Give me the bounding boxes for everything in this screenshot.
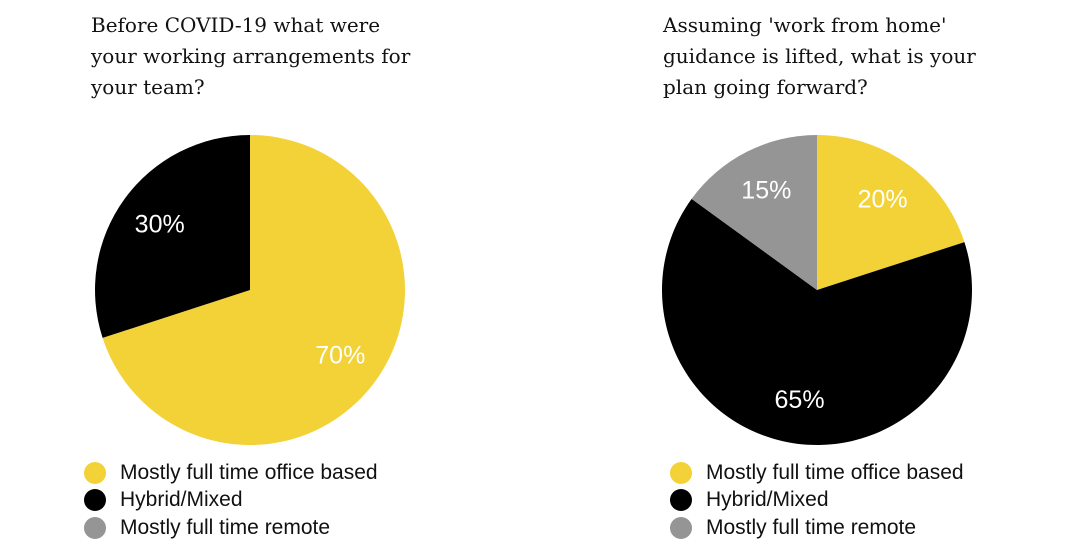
legend-swatch-remote — [84, 516, 106, 539]
chart-panel-before-covid: Before COVID-19 what were your working a… — [84, 13, 411, 542]
legend-label: Mostly full time remote — [120, 515, 331, 539]
legend-item-hybrid: Hybrid/Mixed — [84, 487, 378, 515]
legend-swatch-hybrid — [84, 489, 106, 512]
pie-chart: 20% 65% 15% — [661, 135, 972, 445]
legend-swatch-office — [670, 461, 692, 484]
slice-label-hybrid: 65% — [775, 386, 825, 414]
legend-label: Mostly full time office based — [706, 460, 964, 484]
legend-item-remote: Mostly full time remote — [84, 514, 378, 542]
legend-label: Mostly full time remote — [706, 515, 917, 539]
slice-label-office: 70% — [315, 342, 365, 370]
legend-label: Hybrid/Mixed — [120, 488, 243, 512]
slice-office — [817, 135, 965, 290]
slice-label-office: 20% — [858, 186, 908, 214]
legend: Mostly full time office based Hybrid/Mix… — [670, 459, 964, 542]
legend-label: Hybrid/Mixed — [706, 488, 829, 512]
slice-hybrid — [661, 198, 972, 445]
legend-item-remote: Mostly full time remote — [670, 514, 964, 542]
slice-label-hybrid: 30% — [135, 210, 185, 238]
slice-office — [102, 135, 406, 446]
chart-title: Before COVID-19 what were your working a… — [91, 13, 411, 99]
legend: Mostly full time office based Hybrid/Mix… — [84, 459, 378, 542]
chart-title: Assuming 'work from home' guidance is li… — [663, 13, 976, 99]
legend-swatch-remote — [670, 516, 692, 539]
chart-panel-going-forward: Assuming 'work from home' guidance is li… — [544, 0, 1088, 557]
pie-chart: 70% 30% — [95, 135, 406, 446]
slice-label-remote: 15% — [741, 177, 791, 205]
legend-item-hybrid: Hybrid/Mixed — [670, 487, 964, 515]
legend-label: Mostly full time office based — [120, 460, 378, 484]
slice-hybrid — [95, 135, 250, 338]
legend-swatch-hybrid — [670, 489, 692, 512]
legend-item-office: Mostly full time office based — [670, 459, 964, 487]
legend-swatch-office — [84, 461, 106, 484]
legend-item-office: Mostly full time office based — [84, 459, 378, 487]
slice-remote — [691, 135, 817, 290]
